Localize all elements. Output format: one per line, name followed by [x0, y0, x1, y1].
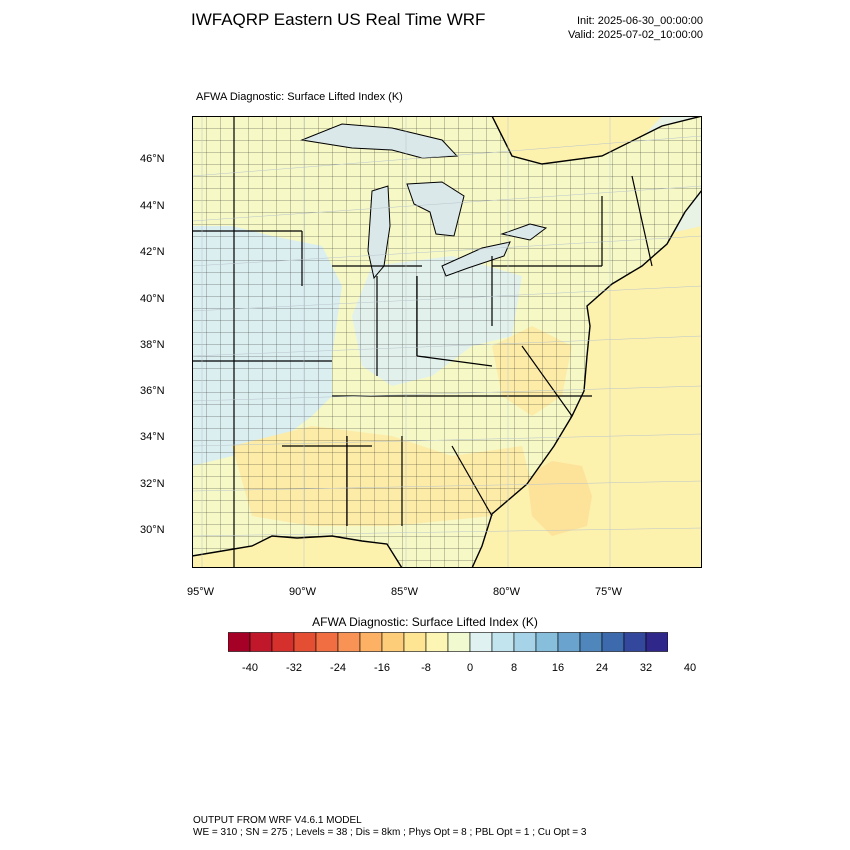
colorbar-swatch: [513, 632, 537, 652]
colorbar-swatch: [359, 632, 383, 652]
colorbar-swatch: [403, 632, 427, 652]
colorbar-swatch: [623, 632, 647, 652]
lon-label-95w: 95°W: [187, 586, 215, 598]
colorbar-swatch: [579, 632, 603, 652]
lat-label-42n: 42°N: [140, 246, 165, 258]
colorbar-title: AFWA Diagnostic: Surface Lifted Index (K…: [312, 615, 538, 629]
colorbar-swatch: [315, 632, 339, 652]
colorbar-swatch: [645, 632, 668, 652]
colorbar-swatch: [249, 632, 273, 652]
colorbar-swatch: [293, 632, 317, 652]
map-border: [192, 116, 702, 568]
map-caption: AFWA Diagnostic: Surface Lifted Index (K…: [196, 91, 403, 103]
lat-label-40n: 40°N: [140, 293, 165, 305]
colorbar-swatch: [228, 632, 251, 652]
colorbar-swatch: [535, 632, 559, 652]
lat-label-46n: 46°N: [140, 153, 165, 165]
colorbar-tick-label: -8: [421, 662, 431, 674]
colorbar-tick-label: -40: [242, 662, 258, 674]
lat-label-44n: 44°N: [140, 200, 165, 212]
colorbar: [228, 632, 668, 652]
colorbar-tick-label: -16: [374, 662, 390, 674]
ocean-warm-region: [527, 461, 592, 536]
colorbar-tick-label: 32: [639, 662, 653, 674]
footer-model-line: OUTPUT FROM WRF V4.6.1 MODEL: [193, 815, 362, 826]
lon-label-75w: 75°W: [595, 586, 623, 598]
footer: OUTPUT FROM WRF V4.6.1 MODEL WE = 310 ; …: [193, 815, 586, 839]
graticule: [192, 116, 702, 568]
colorbar-swatch: [271, 632, 295, 652]
colorbar-tick-label: 24: [595, 662, 609, 674]
state-lines: [192, 116, 653, 568]
lat-label-34n: 34°N: [140, 431, 165, 443]
lon-label-85w: 85°W: [391, 586, 419, 598]
colorbar-tick-label: -24: [330, 662, 346, 674]
colorbar-swatch: [469, 632, 493, 652]
great-lakes: [300, 123, 548, 280]
lat-label-32n: 32°N: [140, 478, 165, 490]
lat-label-36n: 36°N: [140, 385, 165, 397]
lake-ontario: [500, 223, 548, 241]
time-info: Init: 2025-06-30_00:00:00 Valid: 2025-07…: [568, 14, 703, 42]
map-panel: [192, 116, 702, 568]
lake-erie: [441, 241, 511, 277]
lon-label-80w: 80°W: [493, 586, 521, 598]
colorbar-tick-label: 16: [551, 662, 565, 674]
colorbar-tick-label: -32: [286, 662, 302, 674]
colorbar-swatch: [337, 632, 361, 652]
colorbar-swatch: [601, 632, 625, 652]
plot-title: IWFAQRP Eastern US Real Time WRF: [191, 10, 486, 29]
lat-label-38n: 38°N: [140, 339, 165, 351]
valid-time: Valid: 2025-07-02_10:00:00: [568, 29, 703, 41]
colorbar-swatch: [557, 632, 581, 652]
lake-superior: [300, 123, 459, 159]
colorbar-swatch: [425, 632, 449, 652]
colorbar-swatch: [447, 632, 471, 652]
footer-config-line: WE = 310 ; SN = 275 ; Levels = 38 ; Dis …: [193, 827, 587, 838]
lon-label-90w: 90°W: [289, 586, 317, 598]
colorbar-swatch: [381, 632, 405, 652]
lat-label-30n: 30°N: [140, 524, 165, 536]
init-time: Init: 2025-06-30_00:00:00: [577, 15, 703, 27]
colorbar-swatch: [491, 632, 515, 652]
colorbar-tick-label: 0: [466, 662, 474, 674]
colorbar-tick-label: 8: [510, 662, 518, 674]
colorbar-tick-label: 40: [683, 662, 697, 674]
